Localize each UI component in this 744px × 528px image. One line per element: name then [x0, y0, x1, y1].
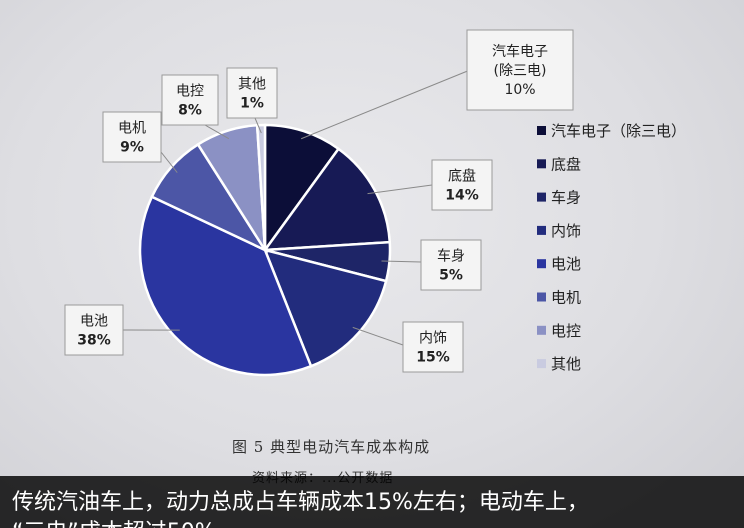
legend-label: 电机 [551, 289, 581, 307]
pie-slice [263, 123, 341, 254]
legend-swatch [537, 325, 546, 335]
slice-callout: 车身 5% [420, 239, 482, 291]
slice-callout: 内饰 15% [402, 321, 464, 373]
slice-name-label: 其他 [238, 77, 266, 93]
slice-percent-label: 8% [178, 103, 202, 119]
slice-name-label: 电池 [80, 314, 108, 330]
slice-name-label: 电机 [118, 121, 146, 137]
legend-label: 内饰 [551, 222, 581, 240]
slice-percent-label: 10% [504, 82, 535, 98]
slice-name-label: 车身 [437, 248, 465, 265]
slice-callout: 底盘 14% [431, 159, 493, 211]
legend-swatch [537, 159, 546, 169]
legend-label: 汽车电子（除三电） [551, 122, 686, 140]
callout-box [466, 29, 574, 111]
pie-slice [262, 248, 388, 368]
callout-box [420, 239, 482, 291]
slice-name-label: 内饰 [419, 331, 447, 347]
leader-line [204, 124, 230, 140]
leader-line [300, 69, 471, 140]
legend-label: 其他 [551, 355, 581, 373]
callout-box [431, 159, 493, 211]
pie-slice [138, 195, 313, 377]
figure-caption: 图 5 典型电动汽车成本构成 [232, 438, 430, 456]
slice-callouts: 汽车电子 (除三电) 10% 底盘 14% 车身 5% 内饰 15% 电池 38% 电机 9% 电控 8% 其… [64, 29, 574, 373]
legend-swatch [537, 225, 546, 235]
pie-slice [255, 123, 267, 251]
legend-label: 车身 [551, 189, 581, 207]
slice-percent-label: 1% [240, 96, 264, 112]
leader-line [381, 260, 422, 263]
slice-name-label: (除三电) [494, 63, 547, 79]
slice-percent-label: 5% [439, 268, 463, 284]
slice-name-label: 电控 [176, 84, 204, 100]
slice-callout: 电控 8% [161, 74, 219, 126]
slice-name-label: 汽车电子 [492, 43, 548, 60]
callout-box [226, 67, 278, 119]
legend-swatch [537, 192, 546, 202]
pie-slice [262, 147, 392, 252]
callout-box [102, 111, 162, 163]
pie-slices [138, 123, 392, 377]
slice-callout: 电机 9% [102, 111, 162, 163]
legend-swatch [537, 259, 546, 269]
leader-line [352, 326, 404, 346]
legend-swatch [537, 126, 546, 135]
legend-label: 电池 [551, 255, 581, 273]
leader-line [254, 117, 262, 134]
callout-box [402, 321, 464, 373]
video-subtitle: 传统汽油车上，动力总成占车辆成本15%左右；电动车上， “三电”成本超过50% [0, 476, 744, 528]
legend-swatch [537, 292, 546, 302]
slice-percent-label: 14% [445, 188, 479, 204]
legend-label: 电控 [551, 322, 581, 340]
subtitle-line-1: 传统汽油车上，动力总成占车辆成本15%左右；电动车上， [12, 490, 589, 515]
leader-line [160, 151, 178, 173]
slice-callout: 汽车电子 (除三电) 10% [466, 29, 574, 111]
slice-callout: 其他 1% [226, 67, 278, 119]
slice-percent-label: 15% [416, 350, 450, 366]
callout-box [161, 74, 219, 126]
slice-callout: 电池 38% [64, 304, 124, 356]
slice-percent-label: 38% [77, 333, 111, 349]
slice-percent-label: 9% [120, 140, 144, 156]
subtitle-line-2: “三电”成本超过50% [12, 514, 216, 528]
callout-leaders [122, 69, 471, 346]
leader-line [367, 184, 433, 195]
slice-name-label: 底盘 [448, 168, 476, 185]
legend-label: 底盘 [551, 155, 581, 173]
legend-swatch [537, 359, 546, 369]
callout-box [64, 304, 124, 356]
